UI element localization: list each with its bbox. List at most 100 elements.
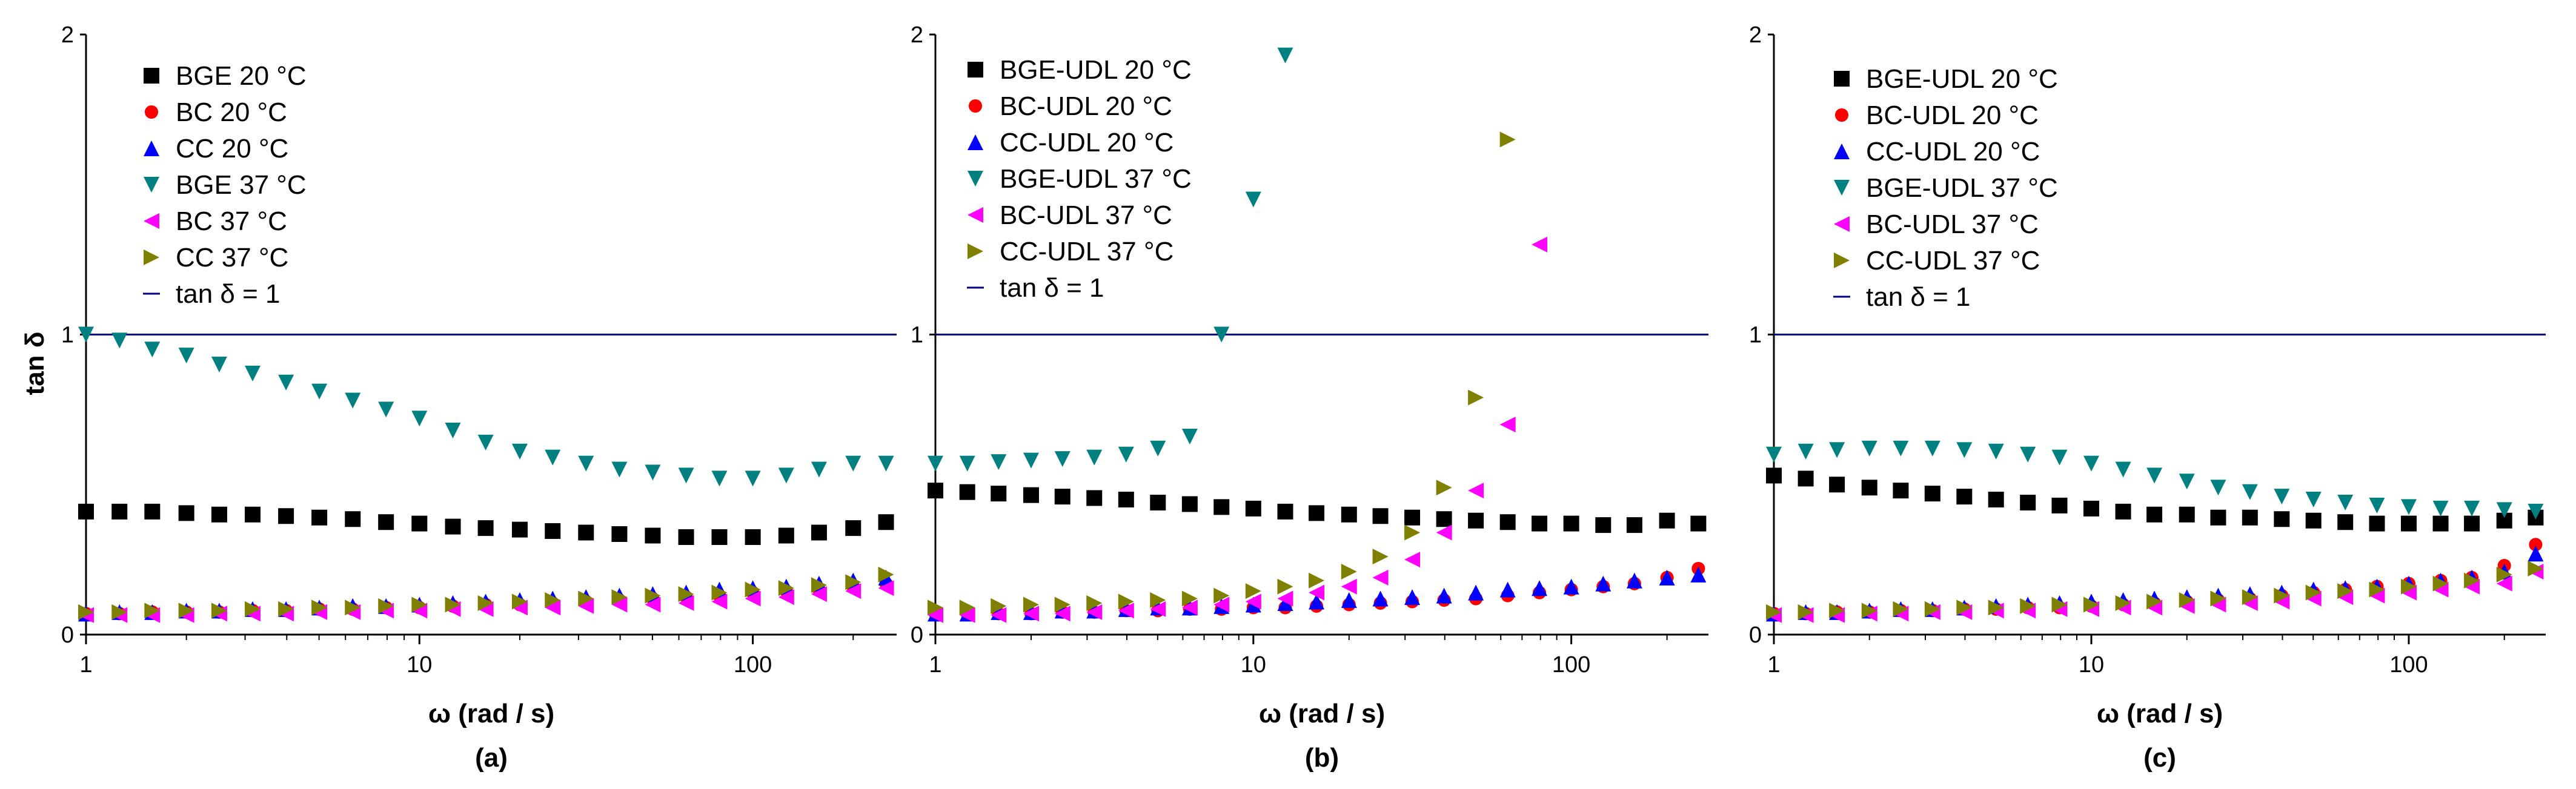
data-point	[1924, 601, 1940, 617]
data-point	[611, 589, 628, 606]
x-tick-label: 10	[2079, 652, 2104, 678]
data-point	[1436, 511, 1452, 527]
data-point	[811, 461, 827, 478]
y-tick-label: 0	[1749, 622, 1762, 648]
data-point	[959, 599, 975, 616]
data-point	[2210, 480, 2226, 496]
data-point	[2305, 584, 2322, 601]
data-point	[345, 599, 361, 616]
data-point	[959, 607, 975, 623]
data-point	[959, 484, 975, 500]
data-point	[1626, 517, 1642, 533]
data-point	[1404, 524, 1421, 541]
data-point	[1372, 569, 1389, 586]
data-point	[1150, 592, 1166, 609]
data-point	[1893, 440, 1909, 457]
data-point	[1468, 483, 1484, 499]
data-point	[78, 503, 94, 520]
data-point	[578, 524, 594, 541]
data-point	[578, 590, 594, 607]
x-tick-label: 100	[1552, 652, 1590, 678]
data-point	[1956, 599, 1973, 616]
panel-label: (c)	[2143, 743, 2176, 773]
data-point	[845, 455, 861, 472]
legend-label: BGE 37 °C	[176, 170, 307, 200]
data-point	[1023, 487, 1039, 503]
x-tick-label: 100	[734, 652, 772, 678]
data-point	[1829, 477, 1845, 493]
legend-marker	[968, 62, 983, 78]
data-point	[1309, 593, 1325, 610]
data-point	[2083, 500, 2099, 517]
data-point	[545, 449, 561, 466]
series-cc-20-c	[78, 569, 894, 622]
legend-label: BC-UDL 37 °C	[1866, 210, 2039, 239]
data-point	[1309, 584, 1325, 601]
data-point	[378, 401, 394, 418]
legend-marker	[144, 140, 159, 156]
data-point	[1404, 552, 1421, 568]
legend-label: CC 20 °C	[176, 134, 288, 163]
data-point	[2529, 538, 2543, 552]
data-point	[2305, 512, 2322, 529]
data-point	[1956, 489, 1973, 505]
data-point	[1150, 601, 1166, 617]
data-point	[1499, 417, 1516, 433]
data-point	[2432, 581, 2449, 598]
y-tick-label: 1	[911, 323, 923, 348]
data-point	[1988, 599, 2004, 616]
data-point	[378, 514, 394, 530]
data-point	[1341, 506, 1357, 523]
data-point	[2464, 515, 2480, 532]
data-point	[745, 581, 761, 598]
data-point	[578, 598, 594, 614]
data-point	[1309, 572, 1325, 589]
data-point	[1341, 563, 1357, 579]
x-axis-label: ω (rad / s)	[428, 699, 554, 728]
data-point	[2051, 596, 2068, 613]
data-point	[2274, 587, 2290, 604]
data-point	[1468, 389, 1484, 406]
legend-label: BC-UDL 20 °C	[1000, 91, 1172, 121]
data-point	[611, 461, 628, 478]
data-point	[611, 526, 628, 543]
data-point	[2337, 494, 2354, 510]
data-point	[244, 506, 261, 523]
data-point	[1181, 496, 1198, 512]
data-point	[1690, 515, 1707, 532]
data-point	[2020, 494, 2036, 510]
legend-label: BC 37 °C	[176, 206, 287, 236]
data-point	[445, 596, 461, 613]
panel-label: (b)	[1305, 743, 1339, 773]
x-tick-label: 10	[1241, 652, 1266, 678]
data-point	[345, 392, 361, 409]
data-point	[1213, 596, 1230, 613]
y-tick-label: 1	[61, 323, 74, 348]
data-point	[2369, 587, 2385, 604]
data-point	[78, 326, 94, 343]
legend-marker	[968, 207, 983, 223]
data-point	[2146, 467, 2163, 484]
data-point	[311, 383, 328, 400]
data-point	[2115, 503, 2131, 520]
data-point	[2432, 575, 2449, 592]
data-point	[78, 604, 94, 620]
series-bge-37-c	[78, 326, 894, 487]
data-point	[678, 595, 694, 611]
data-point	[511, 443, 528, 460]
y-tick-label: 1	[1749, 323, 1762, 348]
data-point	[411, 596, 428, 613]
legend-label: BGE-UDL 37 °C	[1000, 164, 1192, 194]
data-point	[2528, 546, 2544, 562]
data-point	[1766, 604, 1782, 620]
data-point	[1893, 483, 1909, 499]
data-point	[928, 455, 943, 472]
data-point	[1659, 512, 1675, 529]
data-point	[1054, 451, 1071, 467]
data-point	[2083, 455, 2099, 472]
data-point	[545, 523, 561, 540]
legend-marker	[144, 177, 159, 193]
data-point	[2179, 598, 2195, 614]
legend-marker	[968, 134, 983, 150]
data-point	[711, 593, 728, 610]
